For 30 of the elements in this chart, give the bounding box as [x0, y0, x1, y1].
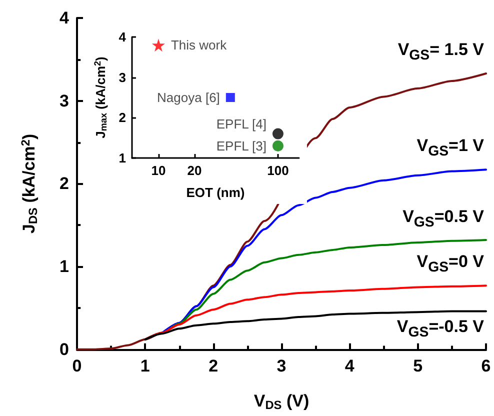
- x-tick-label: 6: [481, 356, 491, 376]
- y-tick-label: 3: [118, 70, 126, 85]
- series-label: EPFL [3]: [216, 138, 266, 154]
- x-tick-label: 3: [276, 356, 286, 376]
- x-tick-label: 20: [187, 163, 202, 178]
- series-label: V$_{GS}$= 1.5 V: [398, 40, 484, 66]
- y-tick-label: 4: [60, 8, 70, 28]
- x-tick-label: 1: [140, 356, 150, 376]
- series-label: V$_{GS}$=0 V: [416, 252, 484, 278]
- y-tick-label: 2: [118, 110, 126, 126]
- y-tick-label: 1: [118, 150, 126, 166]
- y-tick-label: 3: [60, 91, 69, 110]
- series-label: EPFL [4]: [216, 116, 266, 132]
- y-axis-title: JDS (kA/cm2): [18, 134, 40, 234]
- y-tick-label: 0: [60, 340, 69, 359]
- y-axis-title: Jmax (kA/cm2): [92, 56, 108, 138]
- x-tick-label: 5: [413, 356, 423, 376]
- series-label: V$_{GS}$=1 V: [416, 136, 484, 162]
- x-tick-label: 2: [208, 356, 218, 376]
- x-tick-label: 0: [72, 356, 82, 376]
- x-tick-label: 4: [344, 356, 355, 376]
- x-tick-label: 100: [267, 163, 289, 178]
- series-label: This work: [170, 38, 228, 53]
- x-axis-title: EOT (nm): [186, 185, 245, 200]
- series-label: Nagoya [6]: [157, 90, 220, 105]
- y-tick-label: 1: [60, 257, 69, 276]
- series-label: V$_{GS}$=0.5 V: [402, 206, 484, 232]
- series-label: V$_{GS}$=-0.5 V: [396, 317, 484, 343]
- y-tick-label: 4: [118, 30, 127, 44]
- x-tick-label: 10: [151, 163, 166, 178]
